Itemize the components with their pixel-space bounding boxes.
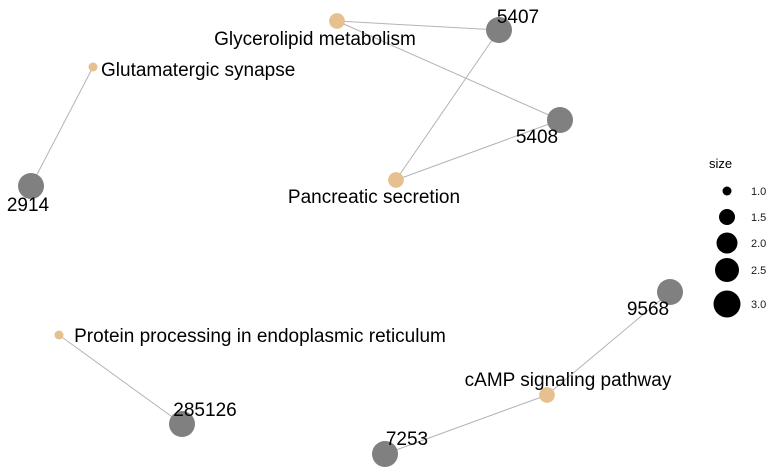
legend-label-1: 1.5	[751, 212, 766, 224]
gene-node-5407	[486, 17, 512, 43]
pathway-node-protein-processing	[54, 330, 64, 340]
pathway-label-glutamatergic: Glutamatergic synapse	[101, 60, 295, 81]
legend-label-2: 2.0	[751, 238, 766, 250]
labels-layer: Glycerolipid metabolism Glutamatergic syn…	[7, 7, 672, 450]
legend-symbol-2	[716, 232, 738, 254]
gene-node-285126	[169, 411, 195, 437]
pathway-node-camp	[539, 387, 555, 403]
legend-symbol-1	[719, 209, 735, 225]
pathway-label-camp: cAMP signaling pathway	[465, 370, 672, 391]
size-legend: size 1.0 1.5 2.0 2.5 3.0	[709, 156, 766, 318]
gene-label-9568: 9568	[627, 299, 669, 320]
pathway-label-glycerolipid: Glycerolipid metabolism	[214, 29, 416, 50]
legend-symbol-4	[713, 290, 741, 318]
edge-camp-9568	[546, 291, 671, 396]
gene-label-5407: 5407	[497, 7, 539, 28]
edge-glycerolipid-5407	[336, 20, 500, 31]
pathway-label-protein-processing: Protein processing in endoplasmic reticu…	[74, 326, 446, 347]
edge-camp-7253	[384, 394, 548, 455]
legend-symbol-3	[715, 258, 739, 282]
legend-label-3: 2.5	[751, 265, 766, 277]
gene-label-5408: 5408	[516, 127, 558, 148]
pathway-label-pancreatic: Pancreatic secretion	[288, 187, 460, 208]
pathway-node-glycerolipid	[329, 13, 345, 29]
gene-label-7253: 7253	[386, 429, 428, 450]
gene-label-2914: 2914	[7, 195, 50, 216]
gene-node-9568	[657, 279, 683, 305]
gene-node-7253	[372, 441, 398, 467]
pathway-node-glutamatergic	[88, 62, 98, 72]
edge-glutamatergic-2914	[30, 66, 94, 187]
legend-title: size	[709, 156, 732, 171]
legend-label-4: 3.0	[751, 299, 766, 311]
pathway-node-pancreatic	[388, 172, 404, 188]
edge-pancreatic-5407	[395, 29, 500, 181]
edge-pancreatic-5408	[395, 119, 561, 181]
edges-layer	[30, 20, 671, 455]
legend-items: 1.0 1.5 2.0 2.5 3.0	[713, 186, 766, 318]
gene-node-5408	[547, 107, 573, 133]
legend-symbol-0	[722, 186, 732, 196]
legend-label-0: 1.0	[751, 186, 766, 198]
gene-label-285126: 285126	[173, 400, 236, 421]
nodes-layer	[18, 13, 683, 467]
edge-protein-processing-285126	[58, 334, 183, 425]
edge-glycerolipid-5408	[336, 20, 561, 121]
gene-node-2914	[18, 173, 44, 199]
